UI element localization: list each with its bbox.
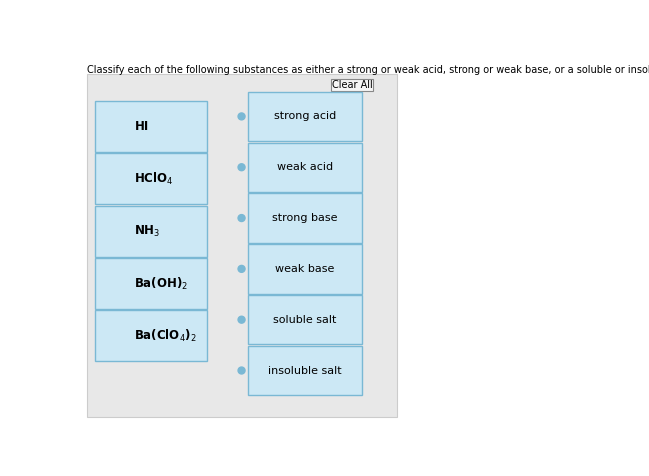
- FancyBboxPatch shape: [88, 74, 397, 416]
- Text: HClO$_4$: HClO$_4$: [134, 171, 174, 187]
- Text: weak acid: weak acid: [277, 162, 333, 172]
- FancyBboxPatch shape: [95, 101, 208, 152]
- FancyBboxPatch shape: [95, 206, 208, 257]
- Circle shape: [238, 164, 245, 171]
- FancyBboxPatch shape: [248, 92, 362, 141]
- Text: strong base: strong base: [273, 213, 338, 223]
- FancyBboxPatch shape: [248, 346, 362, 395]
- Circle shape: [238, 316, 245, 323]
- Text: Ba(ClO$_4$)$_2$: Ba(ClO$_4$)$_2$: [134, 328, 197, 344]
- Text: HI: HI: [134, 120, 149, 133]
- Text: Classify each of the following substances as either a strong or weak acid, stron: Classify each of the following substance…: [88, 65, 649, 75]
- Text: Ba(OH)$_2$: Ba(OH)$_2$: [134, 276, 188, 291]
- FancyBboxPatch shape: [95, 258, 208, 309]
- FancyBboxPatch shape: [248, 143, 362, 192]
- Text: strong acid: strong acid: [274, 111, 336, 121]
- FancyBboxPatch shape: [248, 193, 362, 243]
- Circle shape: [238, 266, 245, 272]
- Text: Clear All: Clear All: [332, 80, 373, 90]
- Circle shape: [238, 113, 245, 120]
- FancyBboxPatch shape: [248, 244, 362, 294]
- FancyBboxPatch shape: [95, 310, 208, 361]
- Text: NH$_3$: NH$_3$: [134, 224, 160, 238]
- Text: soluble salt: soluble salt: [273, 315, 337, 325]
- Text: weak base: weak base: [275, 264, 335, 274]
- Circle shape: [238, 367, 245, 374]
- FancyBboxPatch shape: [331, 79, 373, 91]
- Circle shape: [238, 215, 245, 221]
- FancyBboxPatch shape: [248, 295, 362, 344]
- Text: insoluble salt: insoluble salt: [268, 366, 342, 376]
- FancyBboxPatch shape: [95, 153, 208, 204]
